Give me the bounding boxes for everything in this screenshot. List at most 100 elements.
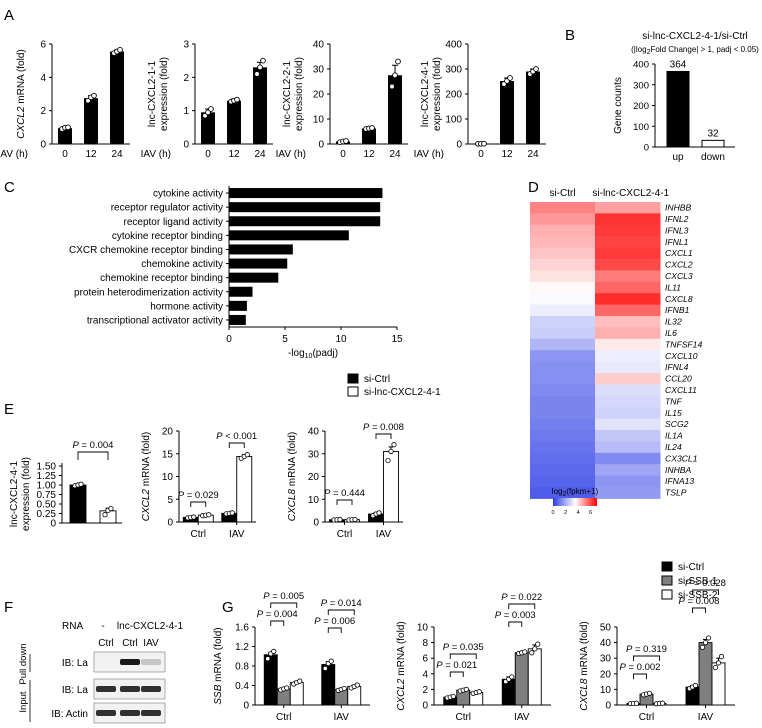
data-point bbox=[391, 442, 397, 448]
p-value-label: P = 0.022 bbox=[501, 592, 542, 603]
data-point bbox=[692, 682, 699, 689]
heatmap-cell bbox=[530, 304, 596, 317]
bar bbox=[321, 664, 336, 706]
heatmap-cell bbox=[595, 464, 661, 477]
data-point bbox=[260, 57, 266, 64]
heatmap-cell bbox=[595, 430, 661, 442]
legend-label: si-lnc-CXCL2-4-1 bbox=[364, 387, 441, 398]
heatmap-cell bbox=[595, 224, 661, 237]
y-axis-title: CXCL2 mRNA (fold) bbox=[16, 49, 27, 138]
heatmap-cell bbox=[530, 418, 596, 431]
data-point bbox=[392, 72, 398, 79]
data-point bbox=[659, 700, 666, 706]
heatmap-row-label: CXCL1 bbox=[665, 248, 693, 258]
chart-title: si-lnc-CXCL2-4-1/si-Ctrl bbox=[642, 31, 748, 42]
y-tick-label: 40 bbox=[308, 427, 320, 438]
data-point bbox=[206, 512, 212, 518]
y-tick-label: 20 bbox=[308, 472, 320, 483]
lane-header-dash: - bbox=[101, 621, 104, 632]
data-point bbox=[715, 660, 722, 666]
legend-swatch bbox=[661, 575, 673, 586]
heatmap-cell bbox=[595, 327, 661, 340]
y-tick-label: 0 bbox=[40, 140, 46, 151]
significance-bracket bbox=[270, 602, 298, 608]
heatmap-cell bbox=[595, 236, 661, 249]
bar bbox=[362, 128, 376, 144]
bar bbox=[58, 128, 72, 144]
x-tick-label: up bbox=[672, 152, 684, 163]
heatmap-row-label: CXCL2 bbox=[665, 260, 693, 270]
blot-row-label: IB: La bbox=[62, 658, 89, 669]
y-tick-label: 100 bbox=[633, 122, 649, 133]
y-tick-label: 40 bbox=[600, 638, 612, 649]
significance-bracket bbox=[336, 499, 353, 505]
data-point bbox=[535, 641, 541, 647]
heatmap-cell bbox=[530, 202, 596, 214]
bar bbox=[383, 451, 399, 523]
data-point bbox=[388, 448, 394, 455]
data-point bbox=[481, 140, 487, 147]
y-tick-label: 0 bbox=[644, 143, 649, 154]
y-tick-label: 400 bbox=[633, 60, 649, 71]
lane-label: Ctrl bbox=[122, 638, 138, 649]
data-point bbox=[91, 92, 97, 99]
heatmap-cell bbox=[530, 338, 596, 351]
data-point bbox=[265, 656, 271, 662]
heatmap-cell bbox=[595, 407, 661, 420]
data-point bbox=[646, 690, 653, 696]
x-tick-label: 0 bbox=[205, 149, 211, 160]
heatmap-row-label: CXCL10 bbox=[665, 351, 698, 361]
bar bbox=[514, 652, 529, 706]
bar bbox=[201, 112, 215, 144]
p-value-label: P = 0.008 bbox=[679, 596, 720, 607]
panel-letter-B: B bbox=[565, 27, 575, 44]
heatmap-row-label: IFNL4 bbox=[665, 362, 689, 372]
significance-bracket bbox=[449, 653, 477, 659]
data-point bbox=[507, 75, 513, 81]
heatmap-cell bbox=[530, 464, 596, 477]
significance-bracket bbox=[327, 627, 342, 633]
significance-bracket bbox=[228, 442, 245, 448]
x-tick-label: 0 bbox=[340, 149, 346, 160]
bar bbox=[388, 75, 402, 144]
bar bbox=[110, 51, 124, 144]
colorbar-tick-label: 2 bbox=[564, 510, 567, 516]
legend-label: si-SSB-2 bbox=[678, 590, 718, 601]
heatmap-cell bbox=[530, 327, 596, 340]
y-tick-label: 0.50 bbox=[37, 500, 57, 511]
heatmap-cell bbox=[530, 361, 596, 374]
heatmap-row-label: CX3CL1 bbox=[665, 453, 698, 463]
significance-bracket bbox=[633, 673, 647, 679]
data-point bbox=[529, 650, 535, 656]
heatmap-row-label: TNFSF14 bbox=[665, 339, 702, 349]
data-point bbox=[718, 654, 725, 660]
data-point bbox=[108, 505, 114, 512]
blot-band bbox=[141, 686, 161, 692]
y-tick-label: 0.75 bbox=[37, 490, 57, 501]
x-tick-label: 0 bbox=[226, 334, 232, 345]
y-tick-label: 3 bbox=[183, 40, 189, 51]
heatmap-row-label: IFNL2 bbox=[665, 214, 689, 224]
x-tick-label: IAV bbox=[229, 529, 245, 540]
heatmap-row-label: CXCL11 bbox=[665, 385, 697, 395]
x-tick-label: IAV bbox=[334, 712, 350, 723]
p-value-label: P = 0.005 bbox=[263, 591, 304, 602]
p-value-label: P = 0.029 bbox=[178, 490, 219, 501]
heatmap-cell bbox=[530, 430, 596, 442]
heatmap-cell bbox=[530, 213, 596, 226]
panel-letter-G: G bbox=[222, 599, 234, 616]
data-label: 32 bbox=[707, 128, 719, 139]
data-point bbox=[191, 514, 197, 520]
p-value-label: P = 0.319 bbox=[626, 644, 667, 655]
p-value-label: P = 0.008 bbox=[363, 422, 404, 433]
y-tick-label: 300 bbox=[633, 80, 649, 91]
blot-row-label: IB: La bbox=[62, 685, 89, 696]
data-point bbox=[369, 125, 375, 131]
panel-letter-F: F bbox=[4, 599, 13, 616]
y-axis-title: Gene counts bbox=[613, 77, 624, 134]
bar bbox=[229, 314, 246, 325]
heatmap-cell bbox=[595, 338, 661, 351]
heatmap-cell bbox=[595, 259, 661, 271]
blot-band bbox=[120, 686, 140, 692]
p-value-label: P = 0.014 bbox=[321, 598, 362, 609]
